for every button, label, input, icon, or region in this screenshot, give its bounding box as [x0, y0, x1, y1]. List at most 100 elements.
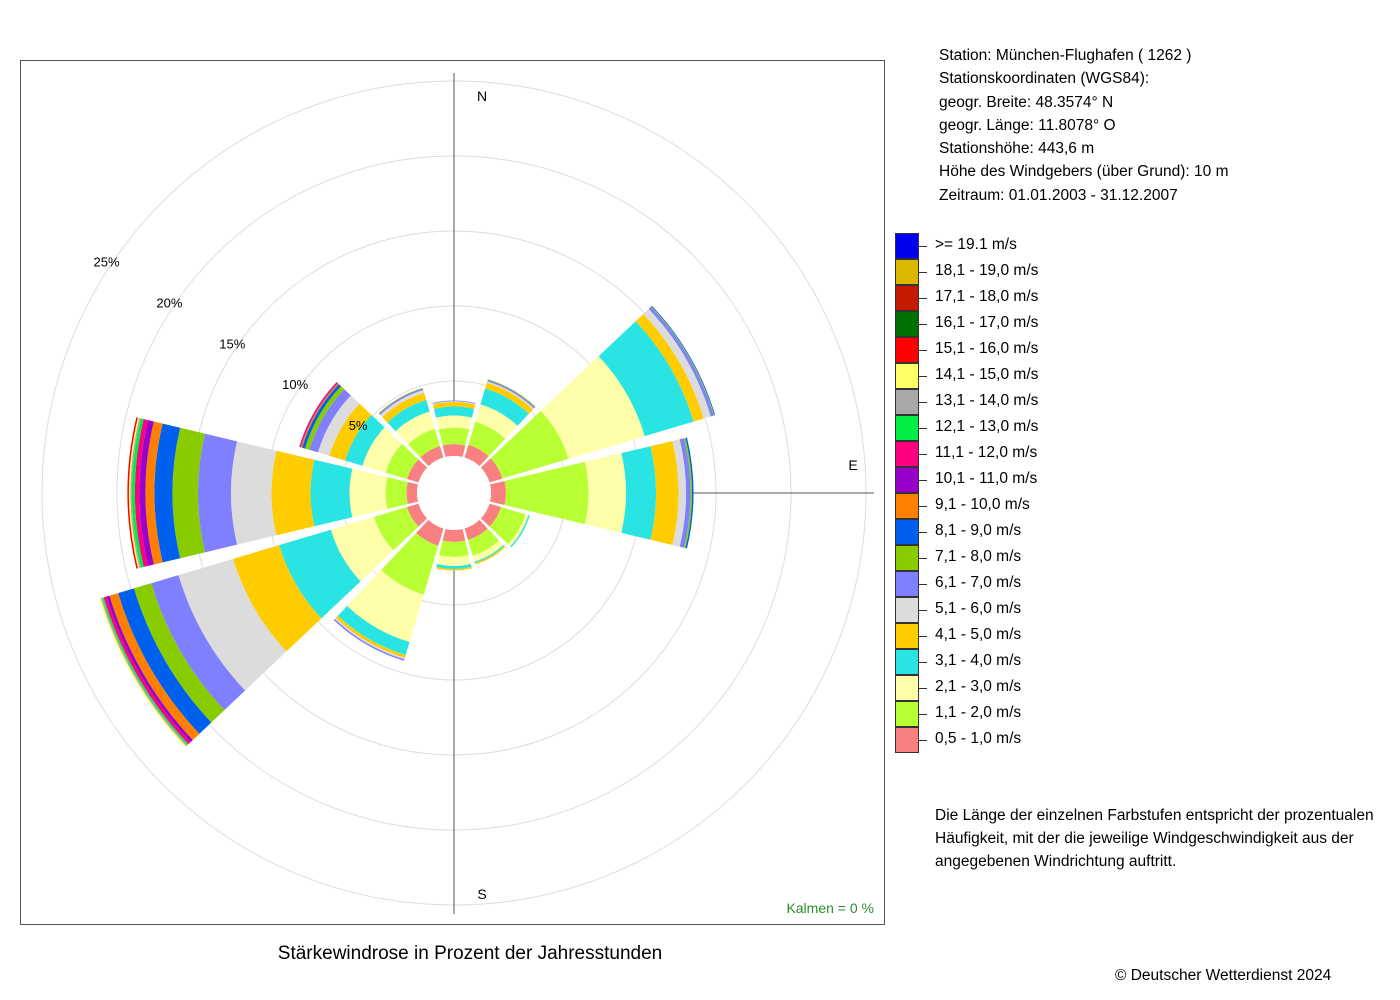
legend-tick	[919, 558, 927, 559]
sector-segment	[510, 515, 530, 548]
legend-swatch	[895, 441, 919, 467]
sector-segment	[133, 583, 225, 723]
legend-swatch	[895, 571, 919, 597]
legend-tick	[919, 480, 927, 481]
sector-segment	[464, 444, 489, 467]
legend-tick	[919, 610, 927, 611]
legend-label: 11,1 - 12,0 m/s	[935, 444, 1038, 461]
legend-swatch	[895, 363, 919, 389]
time-period: Zeitraum: 01.01.2003 - 31.12.2007	[939, 186, 1178, 204]
legend-swatch	[895, 519, 919, 545]
legend-swatch	[895, 545, 919, 571]
explanation-note: Die Länge der einzelnen Farbstufen entsp…	[935, 807, 1374, 870]
legend-label: 4,1 - 5,0 m/s	[935, 626, 1022, 643]
center-hole	[417, 456, 491, 530]
sector-segment	[475, 404, 518, 439]
sector-segment	[650, 440, 679, 546]
sector-segment	[362, 427, 403, 473]
sector-segment	[304, 386, 345, 450]
legend-label: 7,1 - 8,0 m/s	[935, 548, 1022, 565]
sector-segment	[433, 406, 475, 418]
calm-percentage: Kalmen = 0 %	[786, 900, 874, 916]
sector-segment	[406, 481, 419, 505]
legend-swatch	[895, 467, 919, 493]
legend-label: 14,1 - 15,0 m/s	[935, 366, 1039, 383]
sector-segment	[337, 605, 410, 655]
sector-segment	[474, 544, 505, 563]
sector-segment	[436, 566, 472, 571]
legend-label: 15,1 - 16,0 m/s	[935, 340, 1039, 357]
anemometer-height: Höhe des Windgebers (über Grund): 10 m	[939, 163, 1229, 181]
legend-tick	[919, 324, 927, 325]
legend-tick	[919, 298, 927, 299]
sector-segment	[407, 503, 428, 527]
sector-segment	[643, 308, 711, 419]
sector-segment	[127, 417, 138, 569]
sector-segment	[436, 415, 472, 430]
sector-segment	[432, 402, 476, 409]
sector-120	[480, 503, 530, 548]
legend-swatch	[895, 597, 919, 623]
legend-tick	[919, 506, 927, 507]
legend-swatch	[895, 389, 919, 415]
sector-90	[489, 437, 694, 549]
sector-segment	[464, 519, 488, 540]
legend-label: 1,1 - 2,0 m/s	[935, 704, 1022, 721]
sector-segment	[480, 503, 501, 527]
sector-segment	[380, 389, 425, 418]
sector-segment	[487, 379, 536, 409]
sector-segment	[347, 570, 424, 643]
legend-swatch	[895, 311, 919, 337]
sector-270	[127, 417, 419, 569]
sector-segment	[387, 400, 430, 432]
north-label: N	[477, 88, 487, 104]
legend-swatch	[895, 675, 919, 701]
sector-segment	[485, 382, 534, 414]
sector-segment	[432, 400, 476, 404]
sector-segment	[490, 410, 569, 479]
legend-swatch	[895, 727, 919, 753]
legend-tick	[919, 714, 927, 715]
legend-label: 5,1 - 6,0 m/s	[935, 600, 1022, 617]
latitude: geogr. Breite: 48.3574° N	[939, 93, 1114, 111]
sector-210	[333, 519, 444, 661]
legend-label: 6,1 - 7,0 m/s	[935, 574, 1022, 591]
sector-segment	[474, 546, 506, 565]
sector-240	[99, 503, 428, 748]
sector-segment	[468, 421, 506, 457]
sector-segment	[598, 321, 694, 437]
sector-segment	[154, 423, 181, 563]
sector-segment	[438, 427, 470, 446]
sector-segment	[330, 516, 394, 582]
sector-segment	[310, 459, 353, 527]
sector-segment	[379, 388, 424, 415]
sector-segment	[381, 532, 439, 595]
sector-segment	[118, 588, 212, 734]
sector-segment	[309, 389, 351, 453]
sector-segment	[302, 384, 342, 449]
east-label: E	[848, 457, 857, 473]
legend-swatch	[895, 337, 919, 363]
legend-tick	[919, 662, 927, 663]
ring-label: 20%	[156, 296, 182, 311]
ring-label: 10%	[282, 377, 308, 392]
sector-330	[378, 387, 444, 467]
ring-label: 15%	[219, 336, 245, 351]
legend-label: 18,1 - 19,0 m/s	[935, 262, 1039, 279]
sector-segment	[178, 558, 287, 691]
sector-segment	[508, 514, 529, 547]
sector-segment	[442, 528, 466, 543]
legend-label: 3,1 - 4,0 m/s	[935, 652, 1022, 669]
wind-rose-plot: 5% 10% 15% 20% 25% N E S Kalmen = 0 %	[20, 60, 885, 925]
coordinates-header: Stationskoordinaten (WGS84):	[939, 70, 1150, 88]
sector-segment	[468, 528, 499, 556]
legend-tick	[919, 636, 927, 637]
legend-label: 12,1 - 13,0 m/s	[935, 418, 1039, 435]
sector-segment	[621, 446, 656, 540]
sector-segment	[139, 420, 154, 566]
legend-swatch	[895, 233, 919, 259]
station-name: Station: München-Flughafen ( 1262 )	[939, 47, 1192, 64]
chart-title: Stärkewindrose in Prozent der Jahresstun…	[277, 943, 663, 964]
legend-tick	[919, 428, 927, 429]
legend-label: 10,1 - 11,0 m/s	[935, 470, 1038, 487]
